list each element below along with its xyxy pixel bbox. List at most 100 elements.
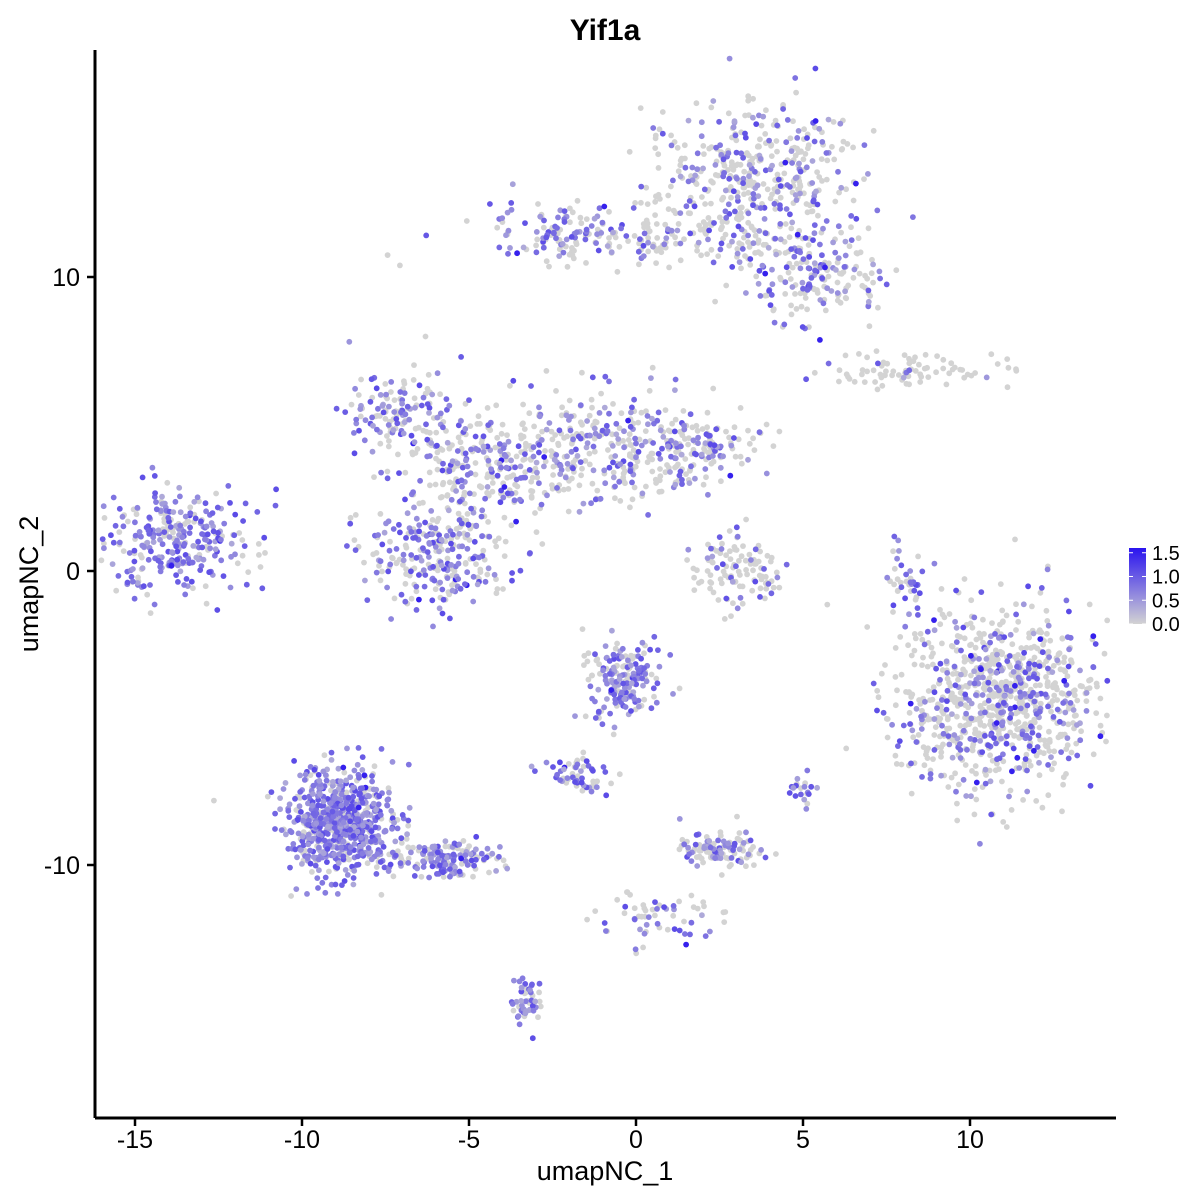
cell-point bbox=[664, 926, 671, 933]
x-axis-title: umapNC_1 bbox=[537, 1156, 674, 1186]
cell-point bbox=[752, 578, 759, 585]
cell-point bbox=[650, 685, 657, 692]
cell-point bbox=[403, 571, 409, 577]
cell-point bbox=[648, 375, 654, 381]
cell-point bbox=[181, 582, 188, 588]
cell-point bbox=[799, 324, 806, 330]
cell-point bbox=[738, 150, 745, 157]
cell-point bbox=[825, 116, 832, 123]
cell-point bbox=[182, 591, 189, 598]
cell-point bbox=[445, 547, 451, 554]
cell-point bbox=[898, 584, 905, 591]
cell-point bbox=[979, 749, 986, 755]
cell-point bbox=[777, 194, 784, 201]
cell-point bbox=[971, 668, 977, 675]
cell-point bbox=[898, 761, 905, 768]
cell-point bbox=[311, 766, 318, 773]
cell-point bbox=[456, 868, 463, 875]
cell-point bbox=[1031, 716, 1038, 723]
cell-point bbox=[373, 569, 380, 576]
cell-point bbox=[541, 454, 548, 460]
cell-point bbox=[546, 263, 552, 270]
cell-point bbox=[385, 785, 392, 792]
cell-point bbox=[497, 844, 503, 850]
cell-point bbox=[504, 209, 511, 216]
cell-point bbox=[773, 138, 780, 144]
cell-point bbox=[987, 667, 994, 674]
cell-point bbox=[462, 400, 469, 407]
cell-point bbox=[752, 546, 759, 553]
cell-point bbox=[668, 453, 674, 460]
cell-point bbox=[841, 264, 848, 270]
cell-point bbox=[556, 427, 563, 434]
cell-point bbox=[617, 498, 624, 504]
cell-point bbox=[735, 216, 742, 223]
cell-point bbox=[589, 672, 595, 679]
cell-point bbox=[297, 772, 303, 779]
cell-point bbox=[1061, 654, 1068, 661]
cell-point bbox=[949, 711, 955, 717]
cell-point bbox=[255, 541, 262, 547]
cell-point bbox=[767, 558, 774, 565]
cell-point bbox=[358, 795, 365, 802]
cell-point bbox=[621, 910, 628, 917]
cell-point bbox=[731, 435, 737, 441]
cell-point bbox=[450, 857, 457, 864]
cell-point bbox=[742, 253, 748, 259]
cell-point bbox=[283, 831, 289, 838]
cell-point bbox=[426, 405, 433, 411]
cell-point bbox=[1006, 653, 1013, 659]
cell-point bbox=[809, 180, 816, 186]
cell-point bbox=[862, 272, 868, 279]
cell-point bbox=[919, 662, 925, 668]
cell-point bbox=[906, 611, 912, 618]
cell-point bbox=[370, 551, 377, 558]
cell-point bbox=[342, 409, 349, 415]
cell-point bbox=[377, 577, 384, 584]
cell-point bbox=[181, 528, 187, 535]
cell-point bbox=[1020, 797, 1026, 803]
cell-point bbox=[588, 788, 595, 795]
cell-point bbox=[990, 693, 997, 700]
cell-point bbox=[420, 499, 426, 506]
cell-point bbox=[576, 508, 583, 515]
cell-point bbox=[911, 647, 918, 654]
cell-point bbox=[446, 402, 453, 409]
cell-point bbox=[405, 761, 412, 768]
cell-point bbox=[796, 160, 802, 167]
cell-point bbox=[132, 532, 139, 539]
cell-point bbox=[943, 706, 950, 713]
cell-point bbox=[625, 657, 631, 664]
cell-point bbox=[898, 671, 905, 678]
cell-point bbox=[420, 864, 427, 870]
cell-point bbox=[177, 493, 183, 500]
cell-point bbox=[1097, 695, 1104, 702]
cell-point bbox=[752, 232, 759, 239]
cell-point bbox=[254, 509, 261, 515]
cell-point bbox=[1017, 694, 1024, 700]
cell-point bbox=[354, 862, 360, 868]
cell-point bbox=[792, 192, 799, 198]
cell-point bbox=[465, 521, 472, 528]
cell-point bbox=[503, 464, 510, 471]
cell-point bbox=[1014, 754, 1021, 761]
cell-point bbox=[157, 563, 164, 570]
cell-point bbox=[593, 240, 599, 247]
cell-point bbox=[587, 683, 594, 690]
cell-point bbox=[234, 560, 241, 567]
cell-point bbox=[1060, 781, 1066, 788]
cell-point bbox=[686, 480, 693, 486]
cell-point bbox=[865, 298, 872, 305]
cell-point bbox=[1077, 683, 1084, 689]
cell-point bbox=[444, 555, 451, 562]
cell-point bbox=[567, 219, 573, 226]
cell-point bbox=[369, 773, 375, 779]
cell-point bbox=[732, 132, 739, 139]
cell-point bbox=[332, 881, 339, 888]
cell-point bbox=[473, 833, 480, 840]
cell-point bbox=[716, 118, 722, 125]
cell-point bbox=[305, 831, 312, 838]
cell-point bbox=[543, 258, 550, 265]
color-legend-bar bbox=[1129, 548, 1146, 624]
cell-point bbox=[738, 553, 745, 560]
